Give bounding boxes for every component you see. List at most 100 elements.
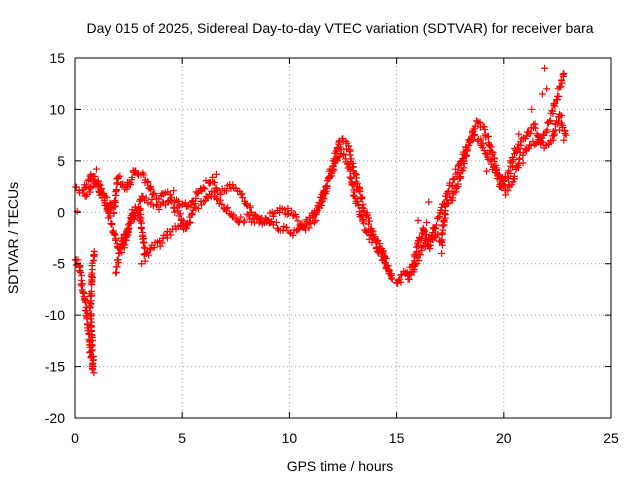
- point-track-b: [337, 146, 345, 154]
- point-track-b: [155, 205, 163, 213]
- point-track-a: [91, 173, 99, 181]
- point-track-a: [192, 194, 200, 202]
- point-track-b: [162, 201, 170, 209]
- point-scatter-extra: [515, 130, 523, 138]
- plot-frame: [74, 57, 612, 419]
- x-tick-label: 0: [71, 430, 79, 446]
- point-track-d: [87, 279, 95, 287]
- point-track-f: [421, 242, 429, 250]
- point-track-d: [90, 247, 98, 255]
- y-axis-ticks: 15 10 5 0 -5 -10 -15 -20: [45, 50, 611, 426]
- point-track-f: [470, 132, 478, 140]
- point-track-c: [140, 243, 148, 251]
- point-track-b: [237, 213, 245, 221]
- point-track-f: [445, 187, 453, 195]
- point-track-a: [247, 208, 255, 216]
- point-track-b: [248, 218, 256, 226]
- point-track-b: [218, 200, 226, 208]
- point-track-b: [142, 194, 150, 202]
- point-track-f: [538, 138, 546, 146]
- point-track-b: [329, 167, 337, 175]
- point-track-b: [245, 212, 253, 220]
- point-track-b: [346, 167, 354, 175]
- y-tick-label: -15: [45, 359, 65, 375]
- point-track-f: [550, 130, 558, 138]
- point-track-a: [345, 142, 353, 150]
- point-track-b: [98, 190, 106, 198]
- point-track-b: [186, 219, 194, 227]
- point-track-f: [448, 181, 456, 189]
- point-track-c: [112, 263, 120, 271]
- point-scatter-extra: [506, 157, 514, 165]
- point-scatter-extra: [538, 90, 546, 98]
- point-scatter-extra: [500, 177, 508, 185]
- point-track-a: [358, 193, 366, 201]
- point-track-c: [146, 246, 154, 254]
- point-track-b: [86, 188, 94, 196]
- point-track-b: [216, 196, 224, 204]
- point-track-a: [144, 178, 152, 186]
- point-track-e: [558, 77, 566, 85]
- point-track-a: [123, 185, 131, 193]
- point-track-d: [76, 267, 84, 275]
- point-track-a: [294, 217, 302, 225]
- point-track-f: [492, 164, 500, 172]
- point-scatter-extra: [414, 217, 422, 225]
- point-scatter-extra: [543, 85, 551, 93]
- point-track-f: [511, 172, 519, 180]
- point-track-e: [487, 143, 495, 151]
- point-track-c: [181, 225, 189, 233]
- point-scatter-extra: [541, 64, 549, 72]
- x-axis-ticks: 0 5 10 15 20 25: [71, 58, 619, 446]
- point-track-d: [88, 269, 96, 277]
- point-track-b: [176, 210, 184, 218]
- point-track-e: [473, 117, 481, 125]
- point-track-e: [555, 92, 563, 100]
- point-track-a: [193, 190, 201, 198]
- point-track-b: [103, 206, 111, 214]
- point-track-e: [547, 117, 555, 125]
- data-points: [71, 64, 570, 377]
- point-track-b: [386, 270, 394, 278]
- point-track-b: [186, 218, 194, 226]
- point-track-a: [229, 181, 237, 189]
- point-track-b: [148, 196, 156, 203]
- point-track-a: [201, 185, 209, 193]
- point-track-b: [340, 150, 348, 158]
- point-track-b: [346, 173, 354, 181]
- point-scatter-extra: [511, 145, 519, 153]
- point-track-e: [457, 173, 465, 181]
- point-track-b: [385, 266, 393, 274]
- point-track-b: [375, 245, 383, 253]
- point-track-e: [439, 222, 447, 230]
- point-track-b: [82, 192, 90, 200]
- point-track-f: [443, 192, 451, 200]
- point-track-b: [222, 205, 230, 213]
- point-track-b: [90, 178, 98, 186]
- point-track-f: [416, 251, 424, 259]
- point-track-a: [188, 198, 196, 206]
- point-track-c: [178, 221, 186, 229]
- point-scatter-extra: [170, 187, 178, 195]
- point-track-d: [88, 318, 96, 326]
- point-track-a: [359, 200, 367, 208]
- x-tick-label: 5: [178, 430, 186, 446]
- point-track-e: [426, 245, 434, 253]
- point-track-e: [560, 69, 568, 77]
- point-track-f: [454, 169, 462, 177]
- point-track-b: [334, 153, 342, 161]
- point-scatter-extra: [137, 260, 145, 268]
- point-track-a: [82, 181, 90, 189]
- point-track-c: [158, 239, 166, 247]
- point-track-b: [194, 205, 202, 213]
- point-track-f: [461, 150, 469, 158]
- point-track-b: [320, 189, 328, 197]
- point-track-a: [206, 179, 214, 187]
- point-track-a: [365, 214, 373, 222]
- point-scatter-extra: [438, 249, 446, 257]
- point-track-f: [557, 111, 565, 119]
- point-track-b: [323, 182, 331, 190]
- point-track-b: [367, 232, 375, 240]
- point-track-e: [396, 275, 404, 283]
